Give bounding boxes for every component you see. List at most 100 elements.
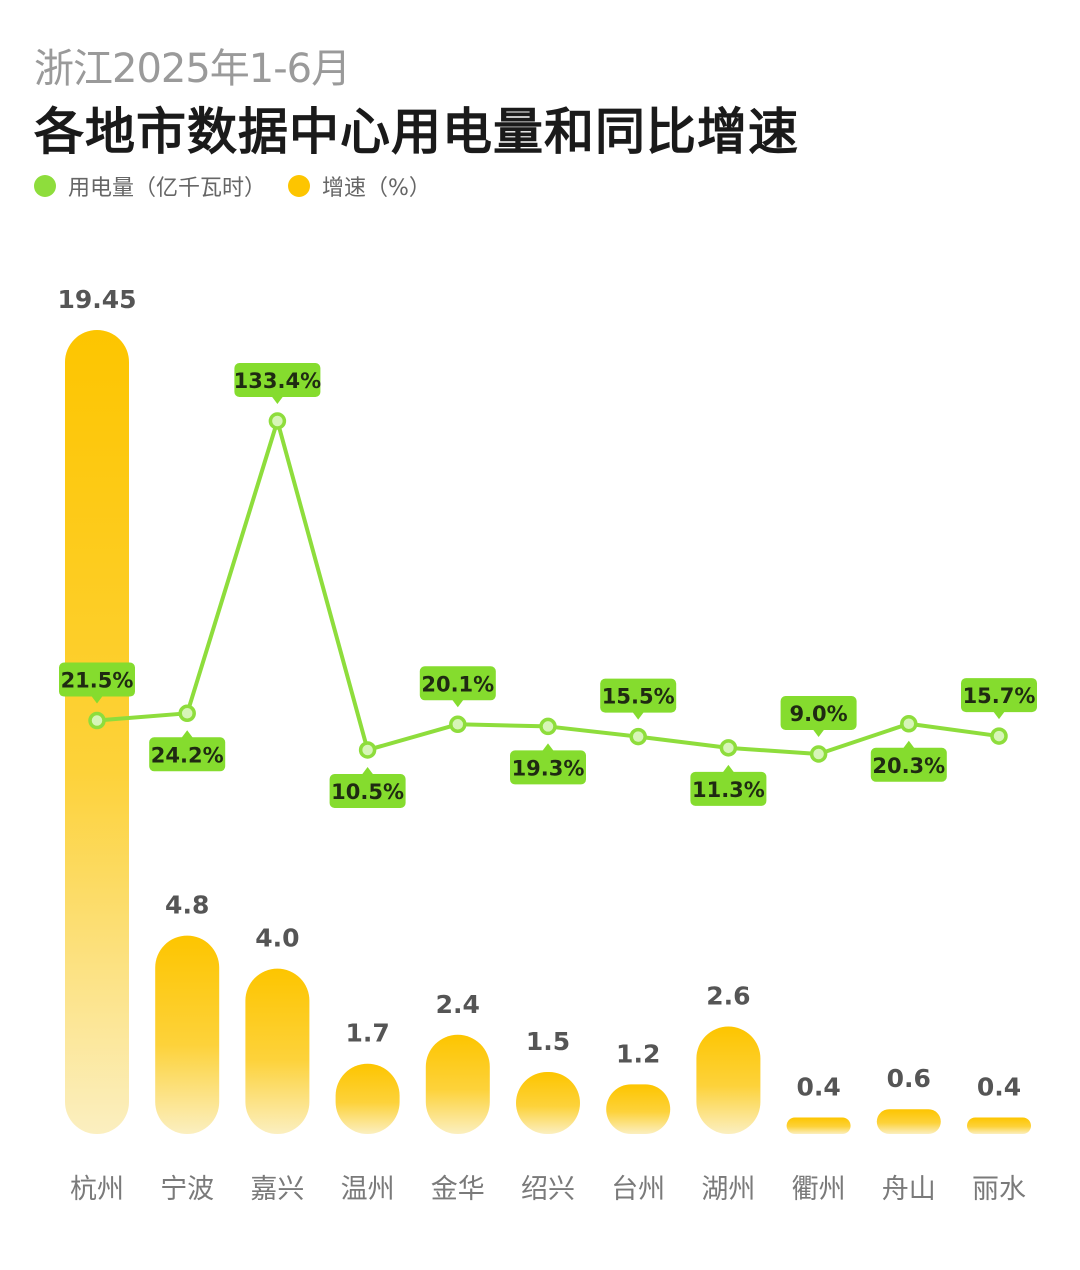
growth-label-box-0: [59, 662, 135, 697]
bar-2: [245, 968, 310, 1134]
bar-6: [606, 1084, 671, 1134]
growth-label-pointer-4: [451, 699, 464, 708]
growth-label-box-8: [780, 696, 857, 730]
chart-subtitle: 浙江2025年1-6月: [34, 46, 351, 92]
growth-point-0: [88, 711, 106, 730]
growth-label-box-3: [329, 773, 406, 808]
bar-8: [786, 1117, 851, 1134]
growth-label-pointer-8: [812, 729, 825, 737]
growth-label-1: 24.2%: [149, 730, 226, 772]
growth-label-pointer-9: [902, 740, 915, 749]
legend-item-electricity: 用电量（亿千瓦时）: [34, 170, 266, 202]
growth-label-10: 15.7%: [961, 678, 1037, 720]
growth-label-7: 11.3%: [690, 764, 767, 806]
growth-point-4: [449, 715, 467, 734]
bar-value-label-4: 2.4: [436, 990, 480, 1019]
legend-item-growth: 增速（%）: [288, 170, 431, 202]
category-label-5: 绍兴: [521, 1174, 575, 1205]
category-label-0: 杭州: [70, 1174, 124, 1205]
bar-1: [155, 935, 220, 1134]
growth-point-10: [990, 727, 1008, 745]
bar-value-label-0: 19.45: [57, 285, 136, 314]
growth-label-pointer-0: [91, 695, 103, 704]
growth-label-2: 133.4%: [234, 363, 321, 404]
growth-label-pointer-3: [361, 766, 374, 775]
growth-point-2: [268, 412, 287, 430]
growth-label-box-1: [149, 737, 226, 772]
growth-label-text-4: 20.1%: [421, 672, 494, 696]
growth-label-pointer-10: [993, 711, 1005, 720]
growth-label-text-5: 19.3%: [512, 756, 585, 780]
category-label-3: 温州: [341, 1174, 395, 1205]
growth-label-pointer-5: [542, 743, 554, 752]
growth-label-box-4: [419, 666, 496, 701]
category-label-8: 衢州: [792, 1174, 846, 1205]
category-label-4: 金华: [431, 1174, 485, 1205]
growth-label-text-6: 15.5%: [602, 685, 675, 709]
bar-9: [876, 1109, 941, 1134]
growth-label-text-1: 24.2%: [151, 743, 224, 767]
bar-value-label-5: 1.5: [526, 1027, 570, 1056]
bar-value-label-3: 1.7: [345, 1019, 389, 1048]
chart-title: 各地市数据中心用电量和同比增速: [34, 103, 799, 161]
category-label-1: 宁波: [160, 1174, 214, 1205]
growth-label-text-3: 10.5%: [331, 780, 404, 804]
growth-line: [95, 419, 1001, 756]
growth-label-box-5: [510, 750, 586, 785]
bar-5: [516, 1071, 580, 1134]
bar-value-label-1: 4.8: [165, 891, 209, 920]
legend: 用电量（亿千瓦时） 增速（%）: [34, 170, 453, 202]
growth-line-layer: [88, 412, 1008, 763]
growth-label-pointer-2: [271, 396, 284, 404]
category-label-2: 嘉兴: [250, 1174, 304, 1205]
growth-label-9: 20.3%: [870, 740, 947, 782]
growth-point-3: [358, 741, 377, 759]
category-label-7: 湖州: [701, 1174, 755, 1205]
growth-point-1: [178, 704, 196, 723]
growth-label-text-8: 9.0%: [789, 702, 847, 726]
growth-point-6: [629, 727, 647, 746]
bar-value-label-7: 2.6: [706, 982, 750, 1011]
growth-label-pointer-6: [632, 711, 645, 720]
growth-label-text-2: 133.4%: [234, 369, 321, 393]
bars-layer: [65, 330, 1031, 1134]
bar-0: [65, 330, 129, 1134]
legend-dot-yellow-icon: [288, 175, 311, 197]
legend-label-electricity: 用电量（亿千瓦时）: [68, 176, 267, 201]
growth-label-text-0: 21.5%: [61, 669, 134, 693]
growth-label-3: 10.5%: [329, 766, 406, 808]
growth-label-box-2: [234, 363, 321, 397]
bar-3: [335, 1063, 400, 1134]
growth-point-9: [900, 715, 918, 733]
growth-label-box-7: [690, 771, 767, 806]
bar-value-label-8: 0.4: [796, 1072, 840, 1101]
growth-label-8: 9.0%: [780, 696, 857, 737]
category-label-10: 丽水: [972, 1174, 1026, 1205]
category-label-9: 舟山: [882, 1174, 936, 1205]
growth-point-8: [809, 745, 828, 763]
legend-label-growth: 增速（%）: [322, 176, 431, 201]
growth-label-text-10: 15.7%: [963, 684, 1036, 708]
growth-point-5: [539, 717, 557, 736]
growth-label-text-7: 11.3%: [692, 778, 765, 802]
growth-point-7: [719, 739, 738, 757]
growth-label-box-9: [870, 747, 947, 782]
growth-label-box-10: [961, 678, 1037, 713]
bar-value-label-10: 0.4: [977, 1072, 1021, 1101]
bar-value-label-2: 4.0: [255, 924, 299, 953]
bar-4: [425, 1034, 490, 1134]
labels-layer: 19.45 杭州 4.8 宁波 4.0 嘉兴 1.7 温州 2.4 金华 1.5 绍兴 1.2 台州 2.6…: [57, 285, 1037, 1205]
growth-label-pointer-7: [722, 764, 735, 773]
legend-dot-green-icon: [34, 175, 56, 197]
growth-label-pointer-1: [181, 730, 194, 739]
bar-7: [696, 1026, 761, 1134]
category-label-6: 台州: [611, 1174, 665, 1205]
growth-label-4: 20.1%: [419, 666, 496, 708]
growth-label-5: 19.3%: [510, 743, 586, 785]
bar-value-label-9: 0.6: [887, 1064, 931, 1093]
growth-label-6: 15.5%: [600, 678, 677, 720]
bar-value-label-6: 1.2: [616, 1039, 660, 1068]
growth-label-text-9: 20.3%: [872, 754, 945, 778]
